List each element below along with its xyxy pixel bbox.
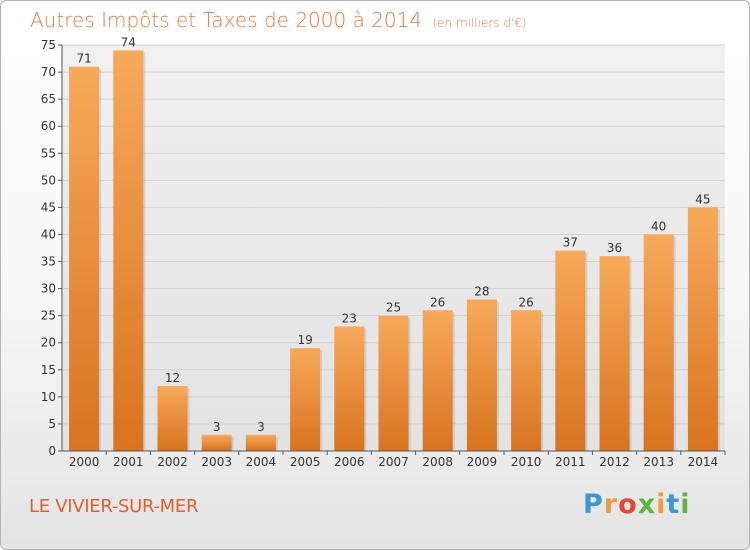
y-tick-label: 35 [41, 255, 56, 269]
x-tick-label: 2014 [688, 455, 719, 469]
x-tick-label: 2011 [555, 455, 586, 469]
bar [555, 250, 586, 451]
y-tick-label: 0 [48, 444, 56, 458]
bar [201, 434, 232, 451]
bar-value-label: 37 [563, 236, 578, 250]
y-tick-label: 40 [41, 227, 56, 241]
y-tick-label: 45 [41, 200, 56, 214]
y-axis: 0 5 10 15 20 25 30 35 40 45 50 55 60 65 70 75 [41, 38, 63, 458]
y-tick-label: 25 [41, 309, 56, 323]
x-tick-label: 2013 [643, 455, 674, 469]
logo-letter: o [618, 489, 638, 520]
y-tick-label: 65 [41, 92, 56, 106]
bar-value-label: 12 [165, 371, 180, 385]
x-axis: 2000 2001 2002 2003 2004 2005 2006 2007 2008 2009… [62, 450, 726, 469]
y-tick-label: 75 [41, 38, 56, 52]
x-tick-label: 2007 [378, 455, 409, 469]
bar-value-label: 45 [695, 192, 710, 206]
bar-value-label: 26 [430, 295, 445, 309]
logo-letter: i [656, 489, 667, 520]
x-tick-label: 2004 [246, 455, 277, 469]
x-tick-label: 2010 [511, 455, 542, 469]
bar-value-label: 28 [474, 284, 489, 298]
y-tick-label: 70 [41, 65, 56, 79]
bar-value-label: 25 [386, 301, 401, 315]
bar-value-label: 19 [297, 333, 312, 347]
bar [290, 348, 321, 451]
bar-value-label: 23 [342, 311, 357, 325]
bar [113, 50, 144, 452]
y-tick-label: 50 [41, 173, 56, 187]
chart-subtitle: (en milliers d'€) [432, 16, 527, 30]
y-tick-label: 30 [41, 282, 56, 296]
logo-letter: i [680, 489, 691, 520]
bar-value-label: 74 [121, 35, 136, 49]
y-tick-label: 10 [41, 390, 56, 404]
bar-value-label: 40 [651, 219, 666, 233]
x-tick-label: 2002 [157, 455, 188, 469]
chart-title: Autres Impôts et Taxes de 2000 à 2014 (e… [30, 8, 527, 32]
proxiti-logo[interactable]: Proxiti [583, 489, 691, 520]
bar-value-label: 36 [607, 241, 622, 255]
y-tick-label: 15 [41, 363, 56, 377]
bar-value-label: 26 [518, 295, 533, 309]
commune-name: LE VIVIER-SUR-MER [29, 496, 199, 517]
bar [69, 66, 100, 452]
bar [599, 256, 630, 451]
y-tick-label: 60 [41, 119, 56, 133]
x-tick-label: 2006 [334, 455, 365, 469]
x-tick-label: 2012 [599, 455, 630, 469]
bar [687, 207, 718, 451]
bar [422, 310, 453, 451]
bar [643, 234, 674, 451]
logo-letter: P [583, 489, 604, 520]
x-tick-label: 2009 [467, 455, 498, 469]
bar [157, 386, 188, 451]
logo-letter: r [603, 489, 619, 520]
bar [378, 315, 409, 451]
bar [245, 434, 276, 451]
y-tick-label: 55 [41, 146, 56, 160]
y-tick-label: 20 [41, 336, 56, 350]
chart-title-main: Autres Impôts et Taxes de 2000 à 2014 [30, 8, 423, 32]
y-tick-label: 5 [48, 417, 56, 431]
bar-value-label: 3 [213, 420, 221, 434]
bar [466, 299, 497, 451]
x-tick-label: 2008 [422, 455, 453, 469]
bar-value-label: 71 [76, 52, 91, 66]
bars: 71 74 12 3 3 19 23 25 26 28 26 37 36 40 45 [69, 35, 720, 452]
logo-letter: x [637, 489, 657, 520]
bar [334, 326, 365, 451]
bar [511, 310, 542, 451]
x-tick-label: 2001 [113, 455, 144, 469]
bar-value-label: 3 [257, 420, 265, 434]
logo-letter: t [666, 489, 681, 520]
x-tick-label: 2005 [290, 455, 321, 469]
x-tick-label: 2003 [201, 455, 232, 469]
x-tick-label: 2000 [69, 455, 100, 469]
